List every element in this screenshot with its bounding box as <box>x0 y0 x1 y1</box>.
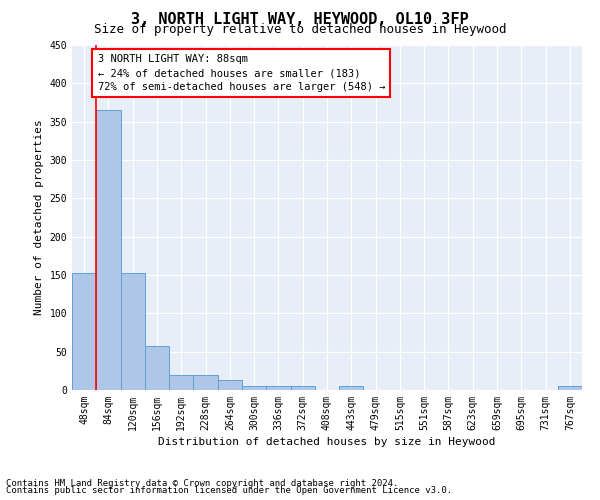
Bar <box>169 374 193 390</box>
Bar <box>96 110 121 390</box>
Text: Contains HM Land Registry data © Crown copyright and database right 2024.: Contains HM Land Registry data © Crown c… <box>6 478 398 488</box>
Text: 3 NORTH LIGHT WAY: 88sqm
← 24% of detached houses are smaller (183)
72% of semi-: 3 NORTH LIGHT WAY: 88sqm ← 24% of detach… <box>97 54 385 92</box>
Bar <box>193 374 218 390</box>
Bar <box>218 380 242 390</box>
Bar <box>218 380 242 390</box>
Text: Contains public sector information licensed under the Open Government Licence v3: Contains public sector information licen… <box>6 486 452 495</box>
Bar <box>558 386 582 390</box>
Bar <box>266 386 290 390</box>
Bar <box>72 272 96 390</box>
Text: 3, NORTH LIGHT WAY, HEYWOOD, OL10 3FP: 3, NORTH LIGHT WAY, HEYWOOD, OL10 3FP <box>131 12 469 28</box>
Bar <box>339 386 364 390</box>
Bar <box>339 386 364 390</box>
Text: Size of property relative to detached houses in Heywood: Size of property relative to detached ho… <box>94 22 506 36</box>
X-axis label: Distribution of detached houses by size in Heywood: Distribution of detached houses by size … <box>158 437 496 447</box>
Bar <box>193 374 218 390</box>
Bar <box>242 386 266 390</box>
Bar <box>145 346 169 390</box>
Y-axis label: Number of detached properties: Number of detached properties <box>34 120 44 316</box>
Bar <box>121 274 145 390</box>
Bar <box>242 386 266 390</box>
Bar <box>266 386 290 390</box>
Bar <box>558 386 582 390</box>
Bar <box>72 272 96 390</box>
Bar <box>121 274 145 390</box>
Bar <box>169 374 193 390</box>
Bar <box>96 110 121 390</box>
Bar <box>290 386 315 390</box>
Bar <box>290 386 315 390</box>
Bar <box>145 346 169 390</box>
